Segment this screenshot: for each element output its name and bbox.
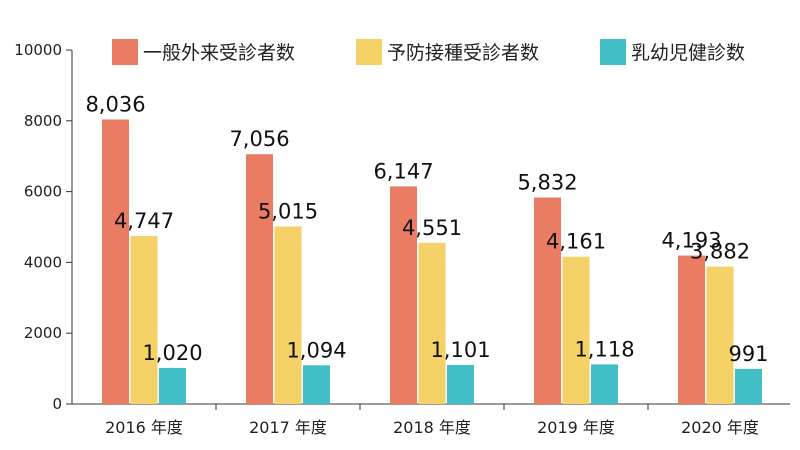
- bar: [562, 256, 590, 404]
- legend-swatch: [356, 39, 382, 65]
- bar: [246, 154, 273, 404]
- data-label: 1,118: [574, 337, 634, 361]
- bar: [591, 364, 618, 404]
- bar: [418, 242, 446, 404]
- data-label: 3,882: [690, 240, 750, 264]
- bar: [447, 365, 474, 404]
- data-label: 1,020: [142, 341, 202, 365]
- x-category-label: 2019 年度: [537, 418, 615, 437]
- data-label: 4,551: [402, 216, 462, 240]
- y-tick-label: 0: [52, 395, 62, 413]
- legend: 一般外来受診者数 予防接種受診者数 乳幼児健診数: [112, 39, 745, 65]
- data-label: 4,193: [661, 229, 721, 253]
- data-label: 5,015: [258, 199, 318, 223]
- data-labels: 8,036 7,056 6,147 5,832 4,193 4,747 5,015 4,551…: [85, 93, 768, 366]
- legend-item: 乳幼児健診数: [600, 39, 745, 65]
- legend-label: 予防接種受診者数: [387, 42, 539, 64]
- legend-item: 予防接種受診者数: [356, 39, 539, 65]
- bar: [130, 235, 158, 404]
- legend-item: 一般外来受診者数: [112, 39, 295, 65]
- data-label: 6,147: [373, 159, 433, 183]
- y-tick-label: 8000: [24, 112, 62, 130]
- bar: [735, 368, 762, 404]
- data-label: 7,056: [229, 127, 289, 151]
- legend-swatch: [112, 39, 138, 65]
- bar: [678, 255, 705, 404]
- x-category-label: 2016 年度: [105, 418, 183, 437]
- bar: [390, 186, 417, 404]
- bar: [102, 119, 129, 404]
- data-label: 4,161: [546, 230, 606, 254]
- data-label: 1,094: [286, 338, 346, 362]
- bars: [102, 119, 762, 404]
- data-label: 1,101: [430, 338, 490, 362]
- bar: [274, 226, 302, 404]
- x-category-label: 2020 年度: [681, 418, 759, 437]
- legend-label: 一般外来受診者数: [143, 42, 295, 64]
- y-tick-label: 10000: [14, 41, 62, 59]
- axes: 0 2000 4000 6000 8000 10000 2016 年度 2017 年度 2018…: [14, 41, 790, 437]
- bar: [706, 266, 734, 404]
- legend-label: 乳幼児健診数: [631, 42, 745, 64]
- bar: [159, 367, 186, 404]
- data-label: 4,747: [114, 209, 174, 233]
- data-label: 5,832: [517, 171, 577, 195]
- y-tick-label: 2000: [24, 324, 62, 342]
- legend-swatch: [600, 39, 626, 65]
- y-tick-label: 6000: [24, 183, 62, 201]
- x-category-label: 2017 年度: [249, 418, 327, 437]
- y-tick-label: 4000: [24, 253, 62, 271]
- x-category-label: 2018 年度: [393, 418, 471, 437]
- data-label: 8,036: [85, 93, 145, 117]
- data-label: 991: [728, 342, 768, 366]
- bar: [303, 365, 330, 404]
- bar: [534, 197, 561, 404]
